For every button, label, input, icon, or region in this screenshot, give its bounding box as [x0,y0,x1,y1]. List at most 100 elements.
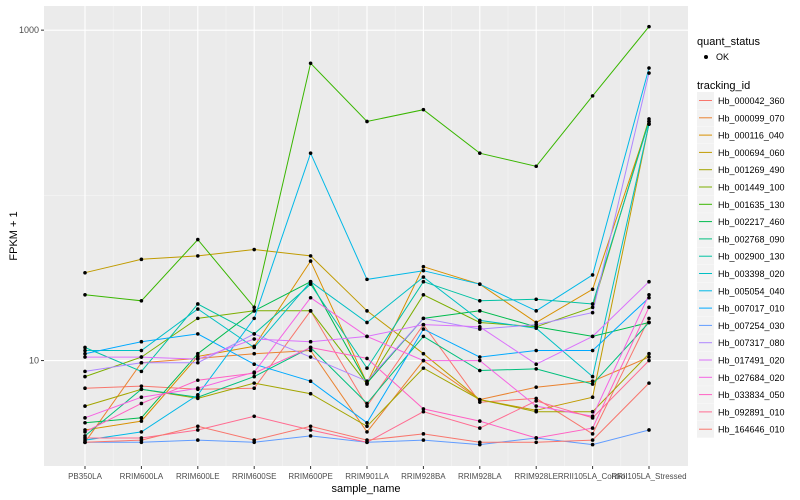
x-tick-label: RRIM600LE [176,472,220,481]
data-point-Hb_000116_040 [590,287,595,292]
data-point-Hb_164646_010 [196,424,200,429]
data-point-Hb_007254_030 [590,442,595,447]
data-point-Hb_164646_010 [252,438,256,442]
data-point-Hb_017491_020 [252,337,256,341]
data-point-Hb_001635_130 [308,61,313,66]
y-tick-label: 10 [29,356,39,366]
data-point-Hb_001449_100 [308,309,313,313]
data-point-Hb_002900_130 [365,366,369,370]
data-point-Hb_000116_040 [308,259,313,263]
legend-item-label: Hb_033834_050 [718,390,785,400]
data-point-Hb_001635_130 [647,24,651,29]
legend-item-label: Hb_092891_010 [718,407,785,417]
data-point-Hb_000099_070 [647,355,651,359]
data-point-Hb_003398_020 [590,374,595,379]
plot-panel [44,6,688,466]
data-point-Hb_002217_460 [478,309,482,313]
data-point-Hb_007317_080 [590,310,595,315]
data-point-Hb_164646_010 [308,424,313,429]
data-point-Hb_017491_020 [647,279,651,284]
data-point-Hb_007017_010 [196,332,200,336]
data-point-Hb_001635_130 [478,151,482,155]
data-point-Hb_005054_040 [308,151,313,155]
data-point-Hb_001635_130 [365,119,369,124]
data-point-Hb_017491_020 [534,362,538,367]
legend-item-label: Hb_001269_490 [718,165,785,175]
x-axis-label: sample_name [331,483,400,495]
data-point-Hb_007254_030 [647,428,651,432]
data-point-Hb_033834_050 [252,371,256,375]
data-point-Hb_033834_050 [421,407,426,411]
data-point-Hb_003398_020 [534,326,538,330]
data-point-Hb_007017_010 [308,379,313,383]
data-point-Hb_000099_070 [365,430,369,434]
data-point-Hb_007017_010 [252,362,256,367]
data-point-Hb_001269_490 [252,381,256,385]
data-point-Hb_000694_060 [365,309,369,313]
data-point-Hb_002768_090 [534,367,538,371]
data-point-Hb_000694_060 [421,351,426,356]
data-point-Hb_164646_010 [421,432,426,436]
data-point-Hb_027684_020 [308,295,313,300]
data-point-Hb_007017_010 [478,355,482,359]
data-point-Hb_027684_020 [647,293,651,297]
data-point-Hb_033834_050 [365,356,369,361]
data-point-Hb_002900_130 [196,302,200,306]
data-point-Hb_001269_490 [365,424,369,429]
data-point-Hb_000116_040 [421,264,426,269]
legend-item-label: Hb_000099_070 [718,113,785,123]
data-point-Hb_001449_100 [421,293,426,297]
data-point-Hb_003398_020 [252,345,256,350]
data-point-Hb_000694_060 [590,395,595,400]
x-tick-label: RRII105LA_Stressed [611,472,686,481]
data-point-Hb_002217_460 [252,309,256,313]
data-point-Hb_005054_040 [478,282,482,286]
data-point-Hb_002900_130 [139,369,144,374]
legend-item-label: Hb_001449_100 [718,183,785,193]
data-point-Hb_001635_130 [534,164,538,169]
data-point-Hb_164646_010 [478,440,482,445]
data-point-Hb_007017_010 [534,348,538,353]
data-point-Hb_000042_360 [647,316,651,321]
data-point-Hb_007017_010 [365,420,369,425]
data-point-Hb_001449_100 [590,305,595,310]
legend-items: Hb_000042_360 Hb_000099_070 Hb_000116_040 H… [697,92,785,438]
data-point-Hb_001269_490 [308,391,313,396]
data-point-Hb_017491_020 [83,355,87,359]
data-point-Hb_164646_010 [83,440,87,445]
x-tick-label: RRIM600PE [288,472,332,481]
data-point-Hb_000042_360 [252,386,256,391]
data-point-Hb_000042_360 [139,384,144,388]
data-point-Hb_003398_020 [365,320,369,325]
data-point-Hb_005054_040 [365,277,369,282]
data-point-Hb_007017_010 [590,348,595,353]
data-point-Hb_001635_130 [83,293,87,297]
data-point-Hb_092891_010 [83,436,87,440]
data-point-Hb_002900_130 [590,302,595,306]
y-tick-label: 1000 [19,25,39,35]
data-point-Hb_000694_060 [252,247,256,252]
data-point-Hb_027684_020 [421,358,426,363]
data-point-Hb_164646_010 [534,440,538,445]
x-tick-label: RRIM600SE [232,472,276,481]
data-point-Hb_002900_130 [534,297,538,302]
data-point-Hb_000116_040 [139,419,144,423]
data-point-Hb_007317_080 [83,369,87,374]
data-point-Hb_027684_020 [139,395,144,400]
data-point-Hb_002900_130 [647,119,651,124]
x-tick-label: RRIM928BA [401,472,446,481]
data-point-Hb_002768_090 [252,374,256,379]
data-point-Hb_033834_050 [196,378,200,383]
data-point-Hb_002900_130 [421,279,426,284]
y-axis-label: FPKM + 1 [8,211,20,260]
legend-item-label: Hb_005054_040 [718,286,785,296]
data-point-Hb_092891_010 [647,358,651,363]
data-point-Hb_005054_040 [196,393,200,397]
data-point-Hb_007317_080 [534,322,538,327]
data-point-Hb_001449_100 [647,117,651,121]
legend-quant-label: OK [716,52,729,62]
data-point-Hb_007017_010 [83,351,87,356]
data-point-Hb_092891_010 [308,428,313,432]
legend-item-label: Hb_007254_030 [718,321,785,331]
data-point-Hb_027684_020 [196,386,200,391]
